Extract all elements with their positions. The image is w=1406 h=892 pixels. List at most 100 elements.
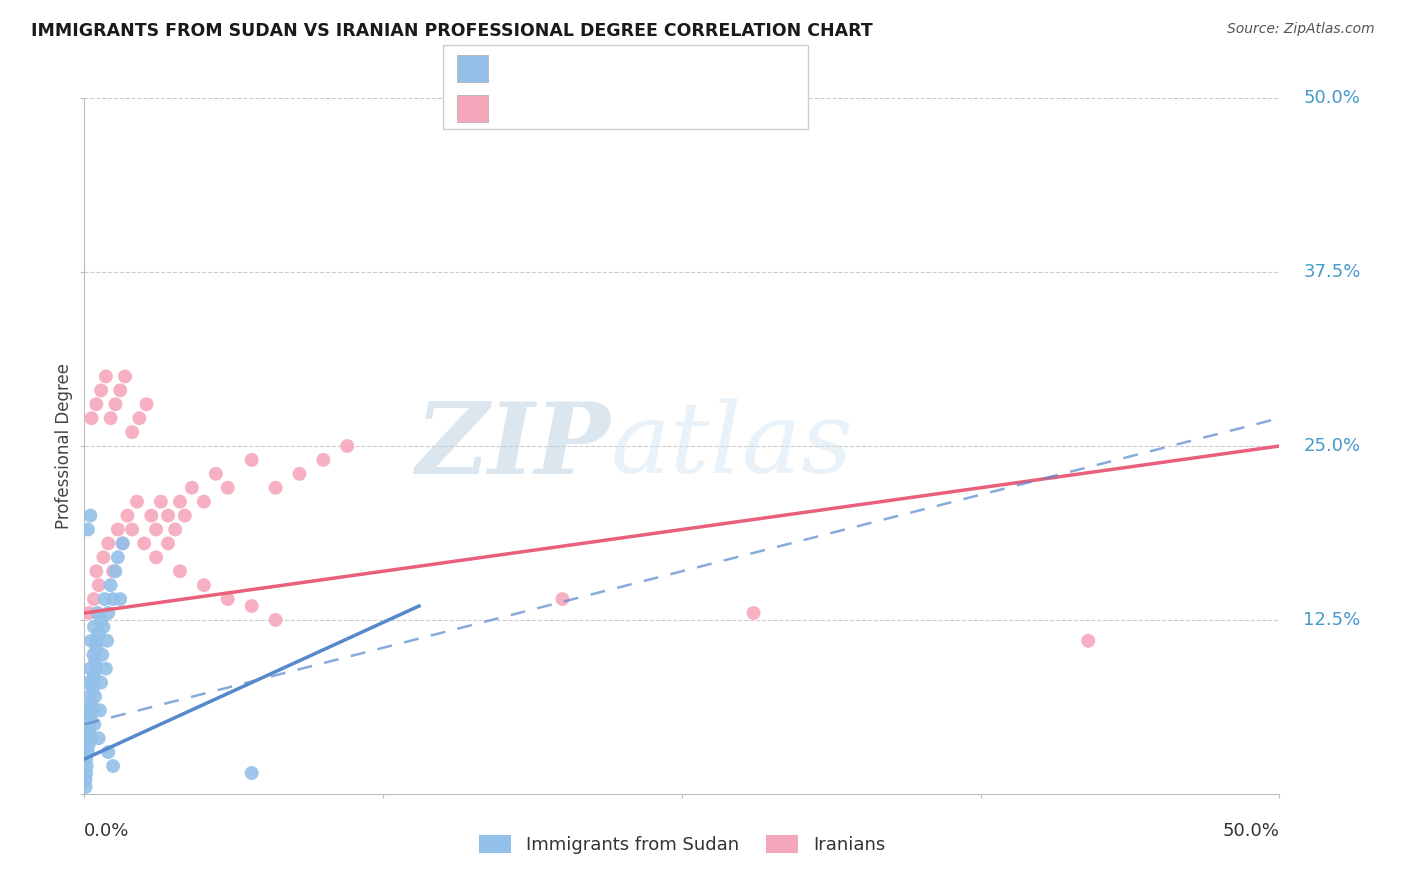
Text: N =: N =	[620, 60, 659, 78]
Point	[77, 523, 100, 537]
Text: R =: R =	[499, 99, 538, 117]
Point	[84, 662, 107, 676]
Point	[128, 411, 150, 425]
Point	[75, 772, 97, 787]
Point	[101, 592, 124, 607]
Point	[76, 759, 98, 773]
Point	[149, 494, 172, 508]
Point	[101, 564, 124, 578]
Point	[96, 633, 118, 648]
Point	[77, 738, 100, 752]
Point	[264, 613, 287, 627]
Point	[86, 564, 108, 578]
Text: 50: 50	[664, 99, 690, 118]
Point	[77, 606, 100, 620]
Point	[86, 640, 108, 655]
Point	[742, 606, 765, 620]
Text: 37.5%: 37.5%	[1303, 263, 1361, 281]
Point	[100, 411, 122, 425]
Y-axis label: Professional Degree: Professional Degree	[55, 363, 73, 529]
Text: atlas: atlas	[610, 399, 853, 493]
Point	[121, 425, 143, 439]
Point	[79, 710, 101, 724]
Point	[107, 550, 129, 565]
Point	[83, 717, 105, 731]
Point	[193, 578, 215, 592]
Legend: Immigrants from Sudan, Iranians: Immigrants from Sudan, Iranians	[471, 828, 893, 862]
Point	[83, 592, 105, 607]
Point	[217, 481, 239, 495]
Point	[94, 662, 117, 676]
Point	[104, 564, 127, 578]
Point	[217, 592, 239, 607]
Point	[86, 606, 108, 620]
Point	[79, 690, 101, 704]
Point	[75, 752, 97, 766]
Point	[336, 439, 359, 453]
Point	[90, 613, 112, 627]
Point	[80, 703, 103, 717]
Point	[110, 592, 132, 607]
Point	[181, 481, 204, 495]
Text: 0.429: 0.429	[546, 99, 607, 118]
Point	[111, 536, 134, 550]
Point	[79, 662, 101, 676]
Point	[90, 675, 112, 690]
Point	[80, 633, 103, 648]
Point	[82, 682, 104, 697]
Text: 53: 53	[664, 59, 690, 78]
Point	[86, 397, 108, 411]
Point	[82, 675, 104, 690]
Text: N =: N =	[620, 99, 659, 117]
Point	[79, 508, 101, 523]
Text: IMMIGRANTS FROM SUDAN VS IRANIAN PROFESSIONAL DEGREE CORRELATION CHART: IMMIGRANTS FROM SUDAN VS IRANIAN PROFESS…	[31, 22, 873, 40]
Point	[76, 731, 98, 746]
Point	[125, 494, 148, 508]
Point	[240, 766, 263, 780]
Point	[110, 384, 132, 398]
Point	[93, 550, 115, 565]
Point	[84, 655, 107, 669]
Point	[75, 780, 97, 794]
Text: 0.261: 0.261	[546, 59, 607, 78]
Text: R =: R =	[499, 60, 538, 78]
Text: 50.0%: 50.0%	[1223, 822, 1279, 839]
Point	[169, 564, 191, 578]
Point	[77, 717, 100, 731]
Point	[83, 668, 105, 682]
Point	[97, 745, 120, 759]
Text: 50.0%: 50.0%	[1303, 89, 1360, 107]
Point	[157, 536, 180, 550]
Point	[90, 384, 112, 398]
Point	[157, 508, 180, 523]
Point	[205, 467, 228, 481]
Point	[135, 397, 157, 411]
Point	[97, 606, 120, 620]
Point	[107, 523, 129, 537]
Point	[173, 508, 195, 523]
Point	[165, 523, 187, 537]
Point	[141, 508, 163, 523]
Point	[117, 508, 139, 523]
Text: 25.0%: 25.0%	[1303, 437, 1361, 455]
Point	[80, 697, 103, 711]
Point	[240, 453, 263, 467]
Text: 12.5%: 12.5%	[1303, 611, 1361, 629]
Point	[169, 494, 191, 508]
Point	[288, 467, 311, 481]
Point	[86, 633, 108, 648]
Point	[80, 731, 103, 746]
Point	[101, 759, 124, 773]
Point	[132, 536, 156, 550]
Point	[104, 397, 127, 411]
Point	[121, 523, 143, 537]
Point	[87, 627, 110, 641]
Point	[84, 690, 107, 704]
Point	[145, 523, 167, 537]
Point	[89, 703, 111, 717]
Point	[114, 369, 136, 384]
Point	[94, 369, 117, 384]
Point	[77, 724, 100, 739]
Point	[240, 599, 263, 613]
Point	[97, 536, 120, 550]
